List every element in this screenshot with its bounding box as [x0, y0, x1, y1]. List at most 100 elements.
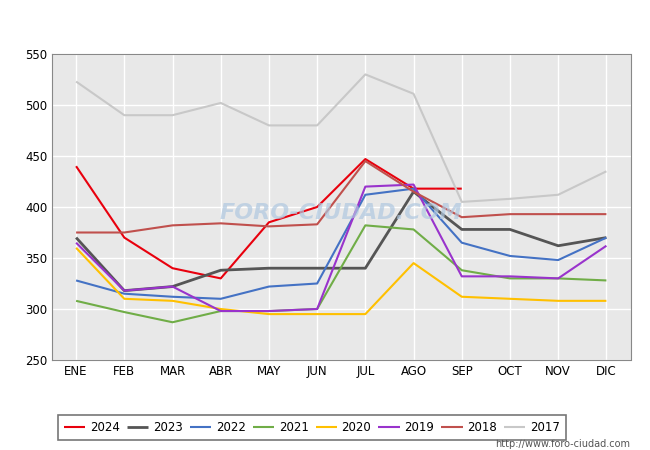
Text: Afiliados en Toreno a 30/9/2024: Afiliados en Toreno a 30/9/2024: [183, 14, 467, 32]
2019: [168, 284, 176, 289]
2021: [217, 308, 225, 314]
2017: [217, 100, 225, 106]
Text: http://www.foro-ciudad.com: http://www.foro-ciudad.com: [495, 439, 630, 449]
2022: [72, 278, 80, 283]
2021: [72, 298, 80, 304]
2021: [603, 278, 610, 283]
2019: [506, 274, 514, 279]
2017: [554, 192, 562, 198]
2021: [168, 320, 176, 325]
2018: [265, 224, 273, 229]
Line: 2023: 2023: [76, 192, 606, 291]
2024: [458, 186, 465, 191]
2023: [217, 268, 225, 273]
2021: [265, 308, 273, 314]
2020: [168, 298, 176, 304]
2024: [313, 204, 321, 210]
2017: [458, 199, 465, 205]
2023: [120, 288, 128, 293]
2018: [554, 212, 562, 217]
2022: [554, 257, 562, 263]
2021: [120, 309, 128, 315]
2020: [458, 294, 465, 299]
2023: [506, 227, 514, 232]
2017: [603, 169, 610, 174]
Line: 2020: 2020: [76, 248, 606, 314]
2021: [313, 306, 321, 312]
Line: 2019: 2019: [76, 184, 606, 311]
2024: [217, 276, 225, 281]
Line: 2022: 2022: [76, 189, 606, 299]
2017: [410, 91, 417, 96]
Line: 2017: 2017: [76, 74, 606, 202]
2022: [313, 281, 321, 286]
2018: [410, 189, 417, 194]
2022: [120, 291, 128, 297]
2024: [120, 235, 128, 240]
2017: [313, 123, 321, 128]
2020: [554, 298, 562, 304]
2017: [361, 72, 369, 77]
Line: 2018: 2018: [76, 161, 606, 233]
2024: [72, 163, 80, 169]
Line: 2024: 2024: [76, 159, 462, 279]
2020: [361, 311, 369, 317]
2023: [72, 235, 80, 240]
2023: [603, 235, 610, 240]
2023: [168, 284, 176, 289]
2018: [168, 223, 176, 228]
2020: [410, 261, 417, 266]
2022: [361, 192, 369, 198]
2018: [458, 215, 465, 220]
2019: [361, 184, 369, 189]
2021: [554, 276, 562, 281]
2018: [361, 158, 369, 164]
2020: [265, 311, 273, 317]
2020: [72, 245, 80, 251]
Text: FORO-CIUDAD.COM: FORO-CIUDAD.COM: [220, 203, 463, 223]
2018: [603, 212, 610, 217]
2017: [120, 112, 128, 118]
Legend: 2024, 2023, 2022, 2021, 2020, 2019, 2018, 2017: 2024, 2023, 2022, 2021, 2020, 2019, 2018…: [58, 415, 566, 440]
2021: [506, 276, 514, 281]
2018: [313, 222, 321, 227]
2023: [554, 243, 562, 248]
2019: [120, 288, 128, 293]
2023: [313, 266, 321, 271]
2024: [361, 156, 369, 162]
2023: [265, 266, 273, 271]
2023: [361, 266, 369, 271]
2018: [72, 230, 80, 235]
2022: [506, 253, 514, 259]
2024: [410, 186, 417, 191]
2019: [603, 243, 610, 248]
2019: [217, 308, 225, 314]
2022: [168, 294, 176, 299]
2020: [120, 296, 128, 302]
2021: [361, 223, 369, 228]
2019: [410, 182, 417, 187]
2018: [506, 212, 514, 217]
2017: [506, 196, 514, 202]
2021: [410, 227, 417, 232]
2017: [265, 123, 273, 128]
2019: [72, 240, 80, 245]
Line: 2021: 2021: [76, 225, 606, 322]
2022: [410, 186, 417, 191]
2020: [217, 306, 225, 312]
2019: [313, 306, 321, 312]
2020: [313, 311, 321, 317]
2023: [458, 227, 465, 232]
2024: [168, 266, 176, 271]
2022: [265, 284, 273, 289]
2020: [506, 296, 514, 302]
2022: [217, 296, 225, 302]
2022: [603, 235, 610, 240]
2017: [168, 112, 176, 118]
2019: [458, 274, 465, 279]
2024: [265, 220, 273, 225]
2019: [265, 308, 273, 314]
2018: [217, 220, 225, 226]
2020: [603, 298, 610, 304]
2017: [72, 79, 80, 84]
